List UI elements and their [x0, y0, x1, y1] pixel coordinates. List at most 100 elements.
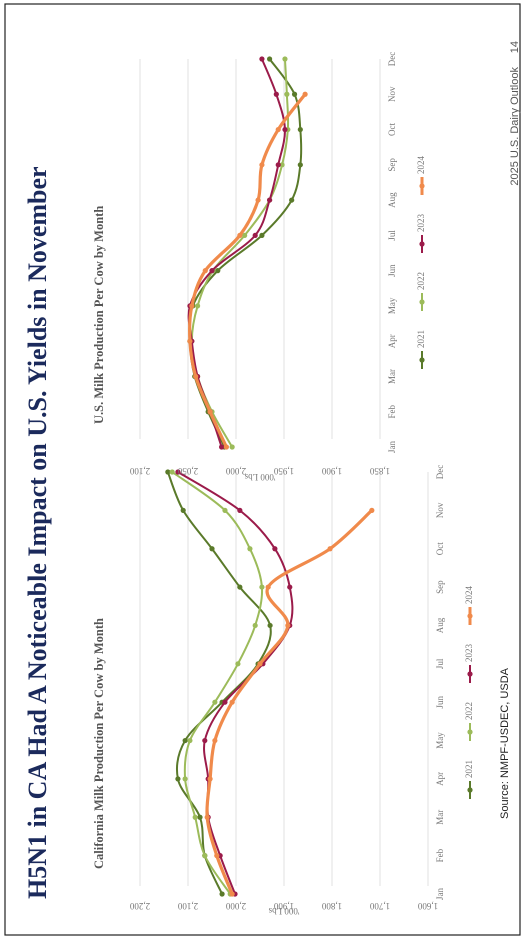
data-point — [215, 268, 221, 274]
data-point — [169, 469, 175, 475]
x-tick-label: Jan — [387, 441, 397, 453]
y-tick-label: 1,850 — [369, 466, 390, 476]
footer: 2025 U.S. Dairy Outlook — [509, 67, 521, 186]
data-point — [302, 91, 308, 97]
data-point — [265, 584, 271, 590]
x-tick-label: Feb — [387, 404, 397, 418]
data-point — [282, 126, 288, 133]
data-point — [284, 91, 290, 97]
x-tick-label: May — [435, 732, 445, 749]
legend-label: 2023 — [464, 644, 474, 663]
x-tick-label: Mar — [435, 810, 445, 825]
data-point — [327, 546, 333, 552]
legend-label: 2021 — [416, 330, 426, 348]
data-point — [202, 853, 208, 859]
data-point — [212, 737, 218, 744]
x-tick-label: Apr — [435, 772, 445, 786]
data-point — [180, 507, 186, 513]
data-point — [275, 162, 281, 168]
data-point — [219, 891, 225, 897]
data-point — [242, 232, 248, 238]
data-point — [175, 776, 181, 782]
data-point — [267, 622, 273, 629]
x-tick-label: Dec — [435, 465, 445, 480]
series-line — [171, 471, 264, 895]
x-tick-label: Apr — [387, 334, 397, 348]
data-point — [212, 699, 218, 705]
data-point — [182, 776, 188, 782]
chart-title: U.S. Milk Production Per Cow by Month — [92, 206, 106, 424]
data-point — [267, 197, 273, 203]
data-point — [289, 197, 295, 203]
data-point — [214, 853, 220, 859]
x-tick-label: Nov — [435, 502, 445, 518]
legend-label: 2022 — [464, 702, 474, 720]
legend-label: 2024 — [464, 586, 474, 605]
legend-marker — [467, 671, 473, 677]
y-tick-label: 1,700 — [369, 901, 390, 911]
x-tick-label: Jan — [435, 888, 445, 900]
y-tick-label: 2,000 — [225, 901, 246, 911]
data-point — [229, 891, 235, 897]
data-point — [259, 162, 265, 168]
y-tick-label: 2,100 — [129, 466, 150, 476]
legend-label: 2022 — [416, 272, 426, 290]
x-tick-label: Sep — [387, 158, 397, 172]
legend-marker — [467, 613, 473, 619]
data-point — [187, 338, 193, 344]
y-axis-label: '000 Lbs — [244, 472, 275, 482]
data-point — [209, 546, 215, 552]
x-tick-label: Dec — [387, 52, 397, 67]
data-point — [287, 584, 293, 590]
legend-marker — [419, 183, 425, 189]
data-point — [204, 814, 210, 820]
legend-marker — [419, 357, 425, 363]
data-point — [237, 584, 243, 590]
data-point — [279, 162, 285, 168]
data-point — [222, 507, 228, 513]
data-point — [273, 91, 279, 97]
chart-title: California Milk Production Per Cow by Mo… — [92, 618, 106, 869]
x-tick-label: Nov — [387, 86, 397, 102]
data-point — [197, 814, 203, 820]
y-tick-label: 2,200 — [129, 901, 150, 911]
data-point — [192, 814, 198, 820]
series-line — [177, 471, 294, 895]
y-tick-label: 2,050 — [177, 466, 198, 476]
data-point — [235, 661, 241, 667]
slide-title: H5N1 in CA Had A Noticeable Impact on U.… — [23, 166, 52, 899]
legend-marker — [467, 729, 473, 735]
data-point — [285, 622, 291, 629]
y-axis-label: '000 Lbs — [268, 906, 299, 916]
data-point — [291, 91, 298, 97]
x-tick-label: Oct — [435, 542, 445, 555]
legend-marker — [419, 299, 425, 305]
x-tick-label: Jul — [435, 658, 445, 669]
data-point — [237, 232, 243, 238]
x-tick-label: Aug — [435, 617, 445, 633]
data-point — [219, 444, 225, 450]
x-tick-label: Jun — [387, 264, 397, 277]
data-point — [257, 661, 263, 667]
data-point — [182, 737, 188, 744]
data-point — [259, 56, 265, 62]
data-point — [297, 126, 303, 133]
y-tick-label: 2,000 — [225, 466, 246, 476]
data-point — [255, 197, 261, 203]
series-line — [166, 471, 272, 895]
y-tick-label: 1,950 — [273, 466, 294, 476]
legend-label: 2024 — [416, 156, 426, 175]
data-point — [202, 268, 208, 274]
x-tick-label: Feb — [435, 848, 445, 862]
data-point — [267, 56, 273, 62]
data-point — [193, 373, 199, 380]
data-point — [207, 409, 213, 415]
data-point — [259, 232, 265, 238]
y-tick-label: 2,100 — [177, 901, 198, 911]
data-point — [187, 737, 193, 744]
data-point — [209, 268, 215, 274]
data-point — [229, 444, 235, 450]
data-point — [252, 232, 258, 238]
legend-marker — [467, 787, 473, 793]
